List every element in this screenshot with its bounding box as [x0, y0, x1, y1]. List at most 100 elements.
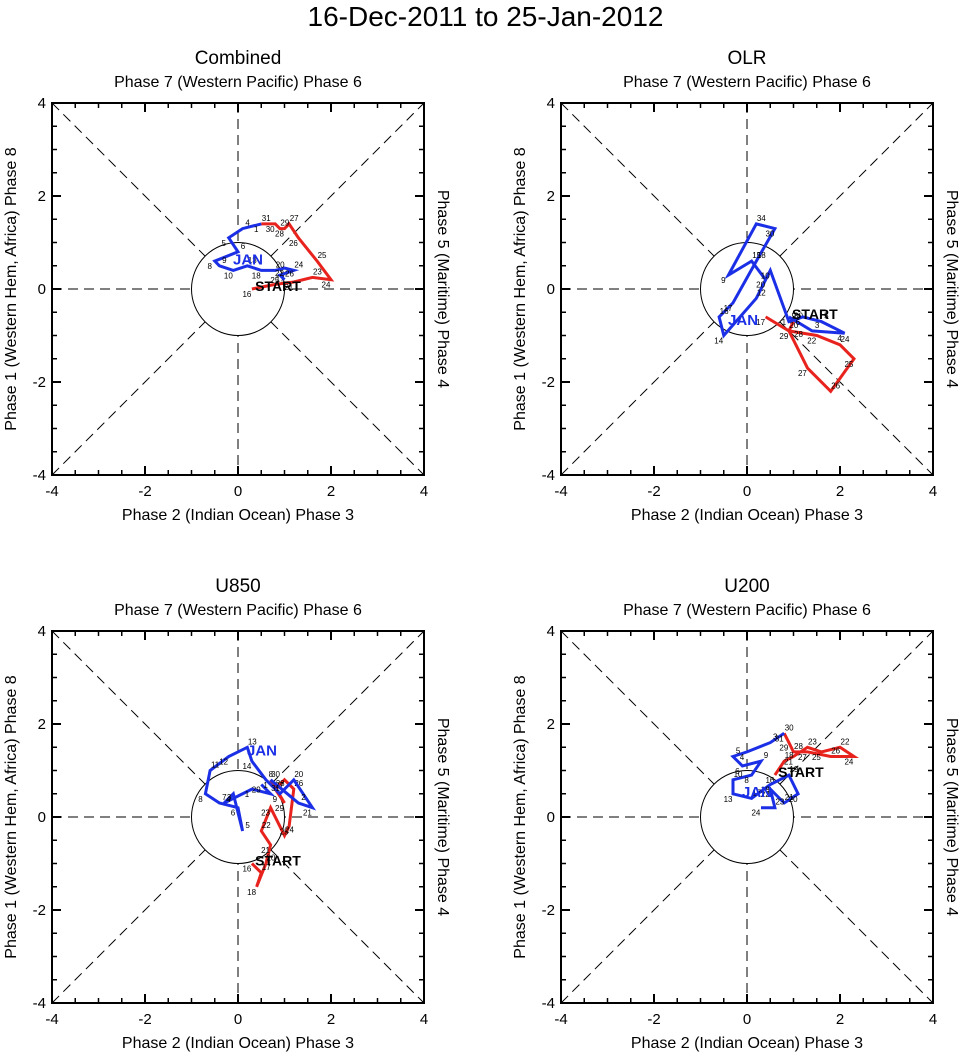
- y-tick-label: 0: [547, 281, 555, 298]
- day-label: 31: [775, 734, 784, 743]
- diagonal-divider: [779, 321, 934, 476]
- day-label: 16: [242, 290, 251, 299]
- day-label: 18: [757, 251, 766, 260]
- left-axis-label: Phase 1 (Western Hem, Africa) Phase 8: [512, 675, 529, 958]
- day-label: 25: [318, 251, 327, 260]
- day-label: 27: [798, 369, 807, 378]
- day-label: 19: [789, 765, 798, 774]
- y-tick-label: 4: [38, 95, 46, 112]
- diagonal-divider: [560, 321, 715, 476]
- day-label: 8: [269, 770, 274, 779]
- bottom-axis-label: Phase 2 (Indian Ocean) Phase 3: [631, 1035, 863, 1052]
- day-label: 4: [226, 795, 231, 804]
- day-label: 10: [224, 271, 233, 280]
- day-label: 24: [751, 809, 760, 818]
- top-axis-label: Phase 7 (Western Pacific) Phase 6: [114, 602, 362, 619]
- y-tick-label: 4: [547, 623, 555, 640]
- day-label: 5: [245, 821, 250, 830]
- figure-title: 16-Dec-2011 to 25-Jan-2012: [307, 1, 664, 32]
- day-label: 5: [736, 747, 741, 756]
- day-label: 26: [289, 239, 298, 248]
- day-label: 28: [275, 230, 284, 239]
- diagonal-divider: [560, 849, 715, 1004]
- day-label: 24: [285, 826, 294, 835]
- diagonal-divider: [51, 102, 206, 257]
- start-label: START: [255, 278, 301, 294]
- y-tick-label: -2: [542, 902, 555, 919]
- day-label: 17: [262, 863, 271, 872]
- day-label: 3: [815, 321, 820, 330]
- day-label: 25: [844, 360, 853, 369]
- day-label: 24: [841, 335, 850, 344]
- day-label: 30: [794, 312, 803, 321]
- top-axis-label: Phase 7 (Western Pacific) Phase 6: [623, 602, 871, 619]
- panel-u850: U850 Phase 7 (Western Pacific) Phase 6 Pha…: [3, 576, 451, 1052]
- y-tick-label: 2: [38, 188, 46, 205]
- top-axis-label: Phase 7 (Western Pacific) Phase 6: [623, 74, 871, 91]
- month-label: JAN: [233, 251, 263, 268]
- x-tick-label: 4: [420, 1011, 428, 1028]
- day-label: 3: [773, 733, 778, 742]
- day-label: 21: [784, 758, 793, 767]
- y-tick-label: -2: [33, 374, 46, 391]
- day-label: 12: [219, 758, 228, 767]
- day-label: 18: [761, 785, 770, 794]
- day-label: 27: [798, 753, 807, 762]
- y-tick-label: 4: [547, 95, 555, 112]
- day-label: 26: [294, 779, 303, 788]
- y-tick-label: -4: [542, 467, 555, 484]
- day-label: 12: [757, 288, 766, 297]
- trajectory-december: [773, 732, 860, 776]
- bottom-axis-label: Phase 2 (Indian Ocean) Phase 3: [631, 507, 863, 524]
- day-label: 22: [761, 790, 770, 799]
- y-tick-label: -2: [542, 374, 555, 391]
- day-label: 30: [765, 230, 774, 239]
- left-axis-label: Phase 1 (Western Hem, Africa) Phase 8: [3, 147, 20, 430]
- x-tick-label: -2: [138, 483, 151, 500]
- day-label: 9: [792, 312, 797, 321]
- day-label: 10: [734, 770, 743, 779]
- diagonal-divider: [51, 630, 206, 785]
- trajectory-december: [251, 221, 335, 291]
- trajectory-january: [203, 745, 317, 832]
- day-label: 14: [714, 337, 723, 346]
- trajectory-january: [717, 222, 846, 339]
- day-label: 22: [275, 269, 284, 278]
- day-label: 23: [313, 267, 322, 276]
- day-label: 30: [266, 225, 275, 234]
- day-label: 14: [242, 762, 251, 771]
- day-label: 29: [275, 804, 284, 813]
- day-label: 16: [765, 776, 774, 785]
- day-label: 21: [261, 846, 270, 855]
- diagonal-divider: [779, 849, 934, 1004]
- start-label: START: [792, 306, 838, 322]
- day-label: 9: [222, 256, 227, 265]
- day-label: 18: [252, 271, 261, 280]
- day-label: 5: [824, 312, 829, 321]
- x-tick-label: 4: [420, 483, 428, 500]
- y-tick-label: -4: [542, 995, 555, 1012]
- day-label: 27: [290, 214, 299, 223]
- day-label: 1: [245, 790, 250, 799]
- start-label: START: [778, 764, 824, 780]
- diagonal-divider: [51, 321, 206, 476]
- day-label: 26: [285, 270, 294, 279]
- day-label: 24: [294, 260, 303, 269]
- x-tick-label: 0: [743, 1011, 751, 1028]
- x-tick-label: 0: [234, 1011, 242, 1028]
- day-label: 3: [227, 793, 232, 802]
- trajectory-january: [730, 732, 801, 810]
- day-label: 28: [794, 330, 803, 339]
- day-label: 5: [221, 239, 226, 248]
- day-label: 20: [276, 260, 285, 269]
- bottom-axis-label: Phase 2 (Indian Ocean) Phase 3: [122, 1035, 354, 1052]
- day-label: 25: [280, 827, 289, 836]
- right-axis-label: Phase 5 (Maritime) Phase 4: [943, 190, 960, 388]
- day-label: 8: [744, 776, 749, 785]
- left-axis-label: Phase 1 (Western Hem, Africa) Phase 8: [512, 147, 529, 430]
- panel-combined: Combined Phase 7 (Western Pacific) Phase …: [3, 48, 451, 524]
- x-tick-label: 0: [743, 483, 751, 500]
- day-label: 24: [844, 758, 853, 767]
- bottom-axis-label: Phase 2 (Indian Ocean) Phase 3: [122, 507, 354, 524]
